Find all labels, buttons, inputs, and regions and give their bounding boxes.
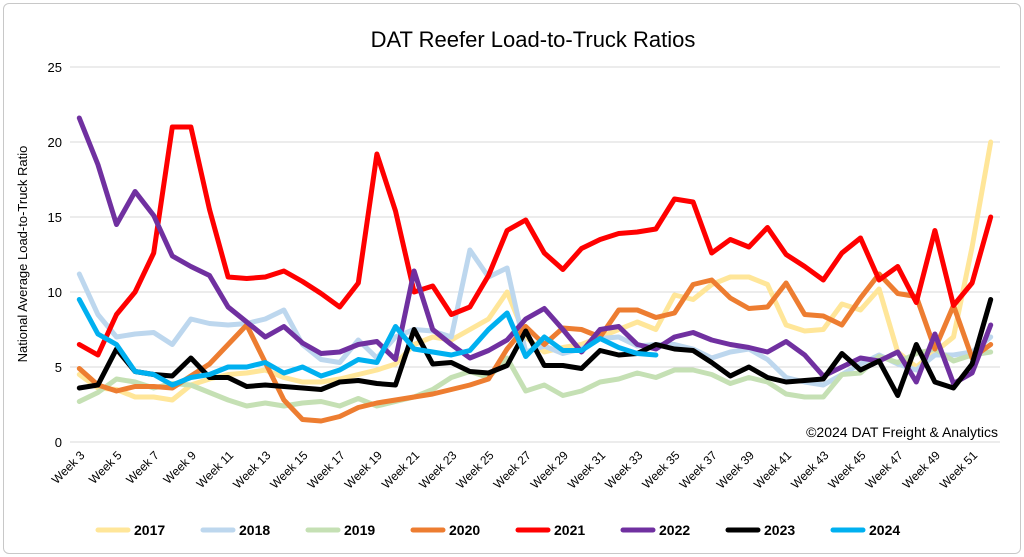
x-tick-label: Week 31 (565, 448, 608, 491)
y-tick-label: 25 (48, 60, 62, 75)
y-axis-label: National Average Load-to-Truck Ratio (15, 146, 30, 363)
x-tick-label: Week 39 (714, 448, 757, 491)
x-tick-label: Week 35 (639, 448, 682, 491)
x-tick-label: Week 7 (123, 448, 162, 487)
legend-label-2017: 2017 (134, 522, 165, 538)
x-tick-label: Week 41 (751, 448, 794, 491)
legend-label-2021: 2021 (554, 522, 585, 538)
x-tick-label: Week 25 (453, 448, 496, 491)
series-line-2019 (76, 346, 994, 409)
legend-label-2024: 2024 (869, 522, 900, 538)
x-tick-label: Week 19 (342, 448, 385, 491)
chart-title: DAT Reefer Load-to-Truck Ratios (371, 27, 696, 52)
legend: 2017 2018 2019 2020 2021 2022 2023 2024 (95, 522, 900, 538)
chart-frame (3, 3, 1021, 554)
legend-label-2018: 2018 (239, 522, 270, 538)
legend-label-2022: 2022 (659, 522, 690, 538)
x-tick-label: Week 33 (602, 448, 645, 491)
x-tick-label: Week 13 (230, 448, 273, 491)
x-tick-label: Week 43 (788, 448, 831, 491)
x-tick-label: Week 29 (528, 448, 571, 491)
y-tick-label: 5 (55, 360, 62, 375)
x-tick-label: Week 47 (863, 448, 906, 491)
copyright-text: ©2024 DAT Freight & Analytics (806, 424, 998, 440)
y-tick-label: 15 (48, 210, 62, 225)
series-line-2021 (76, 124, 994, 358)
legend-label-2023: 2023 (764, 522, 795, 538)
x-tick-label: Week 23 (416, 448, 459, 491)
x-tick-label: Week 49 (900, 448, 943, 491)
series-line-2024 (76, 297, 659, 388)
x-tick-label: Week 21 (379, 448, 422, 491)
series-line-2022 (76, 115, 994, 386)
y-tick-label: 10 (48, 285, 62, 300)
legend-label-2019: 2019 (344, 522, 375, 538)
x-tick-label: Week 3 (49, 448, 88, 487)
x-tick-label: Week 5 (86, 448, 125, 487)
x-tick-label: Week 11 (194, 448, 237, 491)
x-tick-label: Week 45 (825, 448, 868, 491)
y-tick-label: 0 (55, 435, 62, 450)
x-tick-label: Week 27 (491, 448, 534, 491)
x-tick-label: Week 37 (677, 448, 720, 491)
series-line-2020 (76, 271, 994, 424)
x-tick-label: Week 15 (267, 448, 310, 491)
legend-label-2020: 2020 (449, 522, 480, 538)
x-tick-label: Week 17 (305, 448, 348, 491)
x-tick-label: Week 51 (937, 448, 980, 491)
y-axis-ticks: 0 5 10 15 20 25 (48, 60, 62, 450)
series-lines (76, 115, 994, 424)
y-tick-label: 20 (48, 135, 62, 150)
